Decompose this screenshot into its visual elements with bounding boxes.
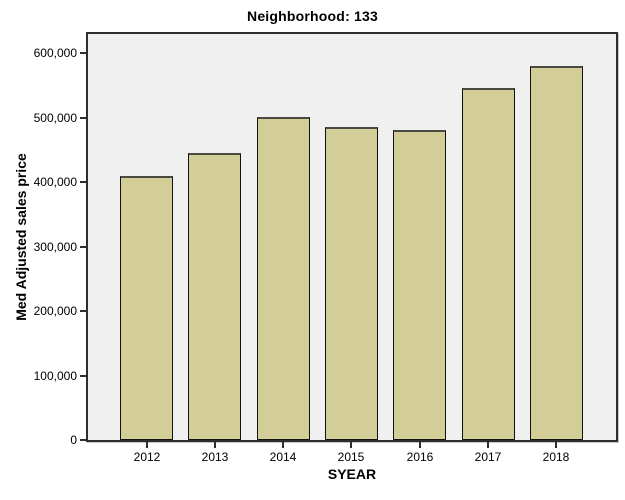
y-tick-label: 300,000 [33,240,77,254]
y-tick-label: 0 [70,433,77,447]
x-tick-mark [214,442,216,448]
bar-2014 [257,117,310,440]
y-tick-label: 100,000 [33,369,77,383]
x-axis-title: SYEAR [327,466,377,482]
x-tick-label: 2012 [133,450,161,464]
plot-area [86,32,618,442]
x-tick-label: 2014 [269,450,297,464]
bar-2013 [188,153,241,440]
y-tick-mark [80,52,86,54]
y-tick-label: 600,000 [33,46,77,60]
x-tick-label: 2015 [337,450,365,464]
x-tick-mark [350,442,352,448]
y-tick-mark [80,246,86,248]
x-tick-label: 2013 [201,450,229,464]
x-tick-mark [282,442,284,448]
x-tick-mark [146,442,148,448]
x-tick-mark [419,442,421,448]
x-tick-label: 2017 [474,450,502,464]
y-tick-label: 400,000 [33,175,77,189]
x-tick-mark [555,442,557,448]
x-tick-mark [487,442,489,448]
y-tick-mark [80,181,86,183]
bar-2018 [530,66,583,440]
y-tick-mark [80,310,86,312]
x-tick-label: 2016 [406,450,434,464]
chart-title: Neighborhood: 133 [247,8,378,24]
y-tick-label: 500,000 [33,111,77,125]
bar-2015 [325,127,378,440]
y-tick-mark [80,375,86,377]
y-tick-mark [80,117,86,119]
bar-2016 [393,130,446,440]
bar-2012 [120,176,173,440]
bar-2017 [462,88,515,440]
y-tick-label: 200,000 [33,304,77,318]
x-tick-label: 2018 [542,450,570,464]
y-tick-mark [80,439,86,441]
